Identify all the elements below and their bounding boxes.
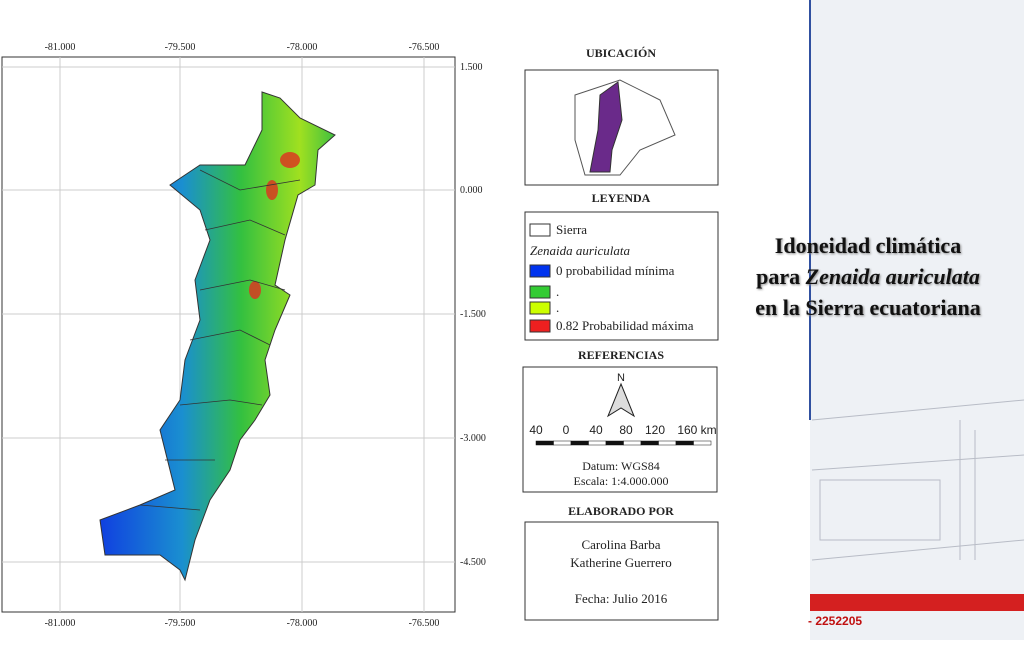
scale-segment	[693, 440, 712, 446]
north-arrow	[606, 382, 636, 418]
province-borders	[139, 169, 301, 511]
legend-title: LEYENDA	[592, 191, 651, 205]
author-title: ELABORADO POR	[568, 504, 674, 518]
scale-label: 120	[645, 423, 665, 437]
legend-swatch	[529, 223, 551, 237]
sierra-highlight	[589, 81, 623, 173]
north-label: N	[617, 372, 625, 384]
legend-label: Sierra	[556, 222, 587, 237]
legend-label: Zenaida auriculata	[530, 243, 631, 258]
lat-label: -3.000	[460, 433, 486, 444]
scale-segment	[605, 440, 624, 446]
legend-swatch	[529, 285, 551, 299]
scale-segment	[623, 440, 642, 446]
scale-label: 80	[619, 423, 633, 437]
legend-label: .	[556, 300, 559, 315]
legend-swatch	[529, 264, 551, 278]
lat-label: -4.500	[460, 557, 486, 568]
legend: Sierra Zenaida auriculata 0 probabilidad m…	[529, 222, 694, 333]
lon-label: -79.500	[165, 618, 196, 629]
lat-label: 1.500	[460, 62, 483, 73]
phone: - 2252205	[808, 614, 863, 628]
datum: Datum: WGS84	[582, 459, 659, 473]
lon-label: -78.000	[287, 42, 318, 53]
author: Carolina Barba	[581, 537, 660, 552]
lat-label: -1.500	[460, 309, 486, 320]
title: Idoneidad climática para Zenaida auricul…	[752, 230, 984, 323]
lon-label: -81.000	[45, 42, 76, 53]
background-photo	[810, 0, 1024, 640]
scale-segment	[535, 440, 554, 446]
scale-label: 40	[589, 423, 603, 437]
scale-bar: 40 0 40 80 120 160 km	[529, 423, 717, 446]
scale-segment	[658, 440, 677, 446]
scale-label: 160 km	[677, 423, 716, 437]
lon-label: -76.500	[409, 42, 440, 53]
title-part: Idoneidad climática para	[756, 233, 962, 289]
scale-label: 0	[563, 423, 570, 437]
title-species: Zenaida auriculata	[805, 264, 980, 289]
references-title: REFERENCIAS	[578, 348, 664, 362]
legend-swatch	[529, 319, 551, 333]
legend-label: 0 probabilidad mínima	[556, 263, 675, 278]
lat-label: 0.000	[460, 185, 483, 196]
scale-segment	[570, 440, 589, 446]
date: Fecha: Julio 2016	[575, 591, 668, 606]
title-part: en la Sierra ecuatoriana	[755, 295, 981, 320]
legend-label: 0.82 Probabilidad máxima	[556, 318, 694, 333]
scale-text: Escala: 1:4.000.000	[574, 474, 669, 488]
author: Katherine Guerrero	[570, 555, 671, 570]
scale-segment	[553, 440, 572, 446]
location-title: UBICACIÓN	[586, 46, 656, 60]
red-band	[810, 594, 1024, 611]
scale-segment	[588, 440, 607, 446]
lon-label: -79.500	[165, 42, 196, 53]
lon-label: -81.000	[45, 618, 76, 629]
legend-box	[524, 211, 719, 341]
scale-segment	[640, 440, 659, 446]
scale-segment	[675, 440, 694, 446]
sierra-region	[99, 91, 336, 582]
building-sketch	[811, 399, 1024, 561]
author-box	[524, 521, 719, 621]
scale-label: 40	[529, 423, 543, 437]
lon-label: -78.000	[287, 618, 318, 629]
legend-swatch	[529, 301, 551, 315]
lon-label: -76.500	[409, 618, 440, 629]
legend-label: .	[556, 284, 559, 299]
